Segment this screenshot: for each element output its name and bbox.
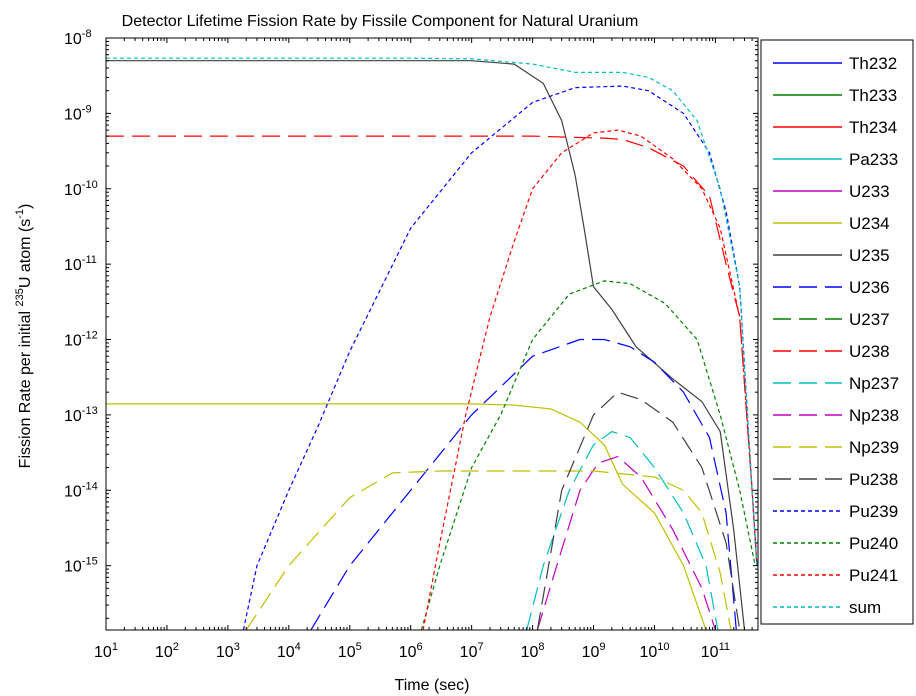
series-line-pu240 xyxy=(420,280,756,630)
series-line-u235 xyxy=(106,60,746,630)
x-tick-label: 103 xyxy=(216,641,240,661)
series-line-u236 xyxy=(310,338,737,630)
legend-label-np238: Np238 xyxy=(849,406,899,425)
series-line-sum xyxy=(106,57,758,566)
legend-label-pu240: Pu240 xyxy=(849,534,898,553)
x-tick-label: 109 xyxy=(582,641,606,661)
y-tick-label: 10-15 xyxy=(64,556,98,576)
legend-box xyxy=(760,39,914,625)
y-axis-label: Fission Rate per initial 235U atom (s-1) xyxy=(14,204,34,469)
y-tick-label: 10-10 xyxy=(64,179,98,199)
y-axis-label-isotope-sup: 235 xyxy=(14,288,26,306)
x-tick-label: 1010 xyxy=(639,641,669,661)
legend-label-u237: U237 xyxy=(849,310,890,329)
series-line-u234 xyxy=(106,403,707,630)
legend-label-pu239: Pu239 xyxy=(849,502,898,521)
series-line-np239 xyxy=(245,470,732,630)
series-line-u238 xyxy=(106,135,758,566)
legend-label-u233: U233 xyxy=(849,182,890,201)
legend-label-np239: Np239 xyxy=(849,438,899,457)
x-tick-label: 106 xyxy=(399,641,423,661)
y-axis-label-unit-sup: -1 xyxy=(14,209,26,219)
plot-area xyxy=(106,38,758,630)
legend-label-sum: sum xyxy=(849,598,881,617)
y-axis-label-prefix: Fission Rate per initial xyxy=(17,306,34,468)
x-tick-label: 108 xyxy=(521,641,545,661)
legend-label-np237: Np237 xyxy=(849,374,899,393)
legend-label-th233: Th233 xyxy=(849,86,897,105)
legend-label-th234: Th234 xyxy=(849,118,897,137)
ticks-layer: 101 102 103 104 105 106 107 108 109 1010 1011 10-15… xyxy=(64,28,758,661)
legend-label-pu241: Pu241 xyxy=(849,566,898,585)
y-tick-label: 10-12 xyxy=(64,330,98,350)
x-tick-label: 102 xyxy=(155,641,179,661)
legend-label-th232: Th232 xyxy=(849,54,897,73)
y-tick-label: 10-9 xyxy=(64,103,92,123)
legend-label-u238: U238 xyxy=(849,342,890,361)
series-layer xyxy=(106,57,758,630)
y-axis-label-mid: U atom (s xyxy=(17,219,34,288)
series-line-pu239 xyxy=(242,85,758,630)
legend-label-u235: U235 xyxy=(849,246,890,265)
x-tick-label: 1011 xyxy=(701,641,730,661)
y-tick-label: 10-13 xyxy=(64,405,98,425)
y-tick-label: 10-14 xyxy=(64,480,98,500)
y-axis-label-suffix: ) xyxy=(17,204,34,209)
legend: Th232 Th233 Th234 Pa233 U233 U234 U235 U236 U237… xyxy=(773,54,899,617)
chart-title: Detector Lifetime Fission Rate by Fissil… xyxy=(122,13,639,30)
x-tick-label: 107 xyxy=(460,641,484,661)
x-tick-label: 104 xyxy=(277,641,301,661)
x-axis-label: Time (sec) xyxy=(395,677,470,694)
y-tick-label: 10-8 xyxy=(64,28,92,48)
legend-label-pu238: Pu238 xyxy=(849,470,898,489)
y-tick-label: 10-11 xyxy=(64,254,97,274)
legend-label-u236: U236 xyxy=(849,278,890,297)
series-line-np238 xyxy=(536,455,716,630)
plot-frame xyxy=(105,37,759,631)
legend-label-pa233: Pa233 xyxy=(849,150,898,169)
series-line-np237 xyxy=(526,430,719,630)
x-tick-label: 105 xyxy=(338,641,362,661)
series-line-pu238 xyxy=(536,391,741,630)
legend-label-u234: U234 xyxy=(849,214,890,233)
series-line-pu241 xyxy=(422,129,758,630)
x-tick-label: 101 xyxy=(94,641,118,661)
